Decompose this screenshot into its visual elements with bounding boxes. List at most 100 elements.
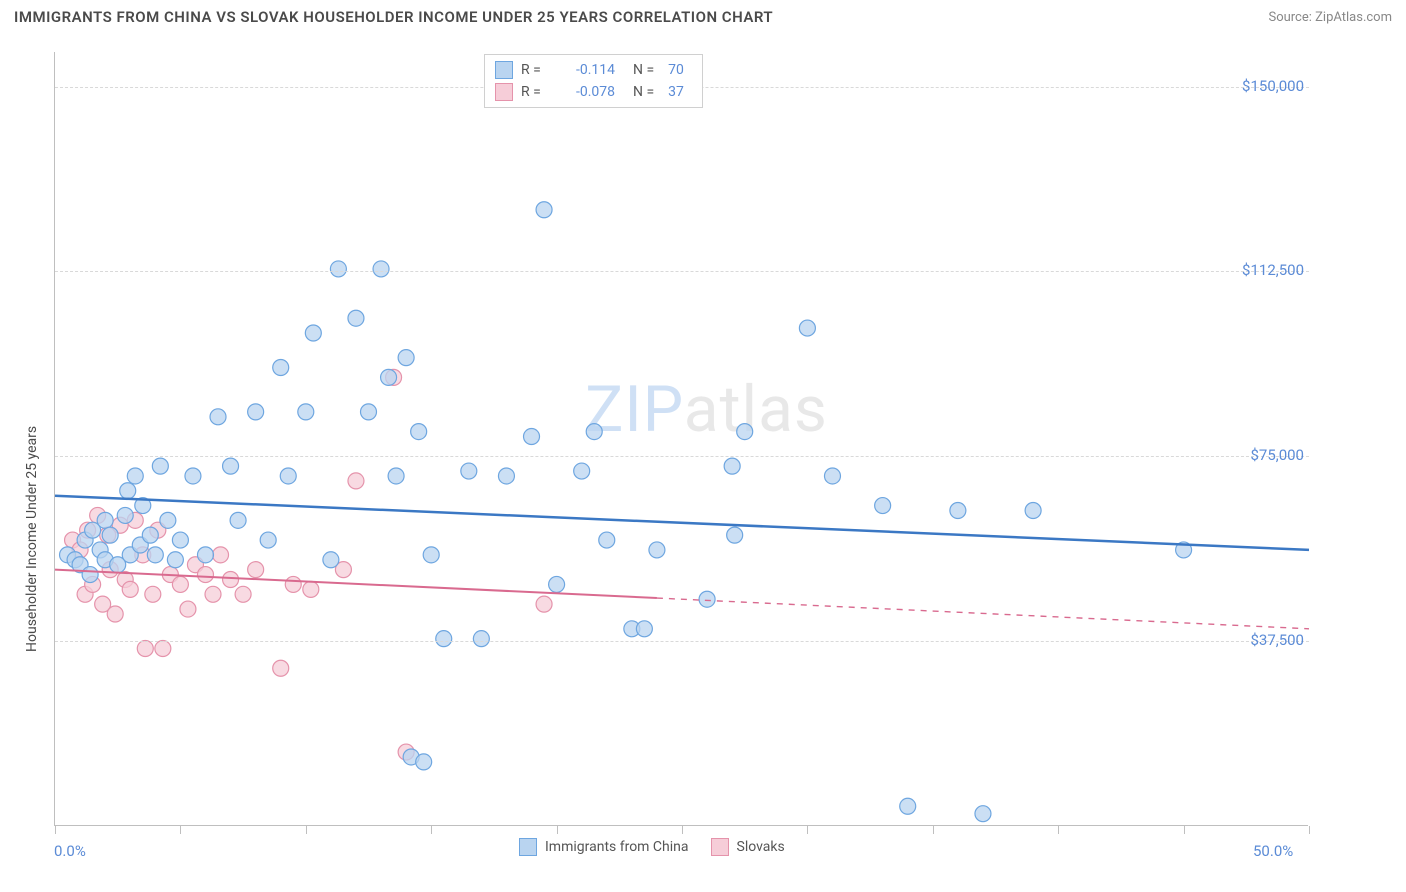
x-tick [1058,826,1059,834]
data-point [167,552,183,568]
data-point [147,547,163,563]
data-point [473,631,489,647]
plot-region: ZIPatlas $37,500$75,000$112,500$150,000 [54,52,1308,826]
data-point [416,754,432,770]
data-point [155,641,171,657]
gridline [55,456,1309,457]
n-value-slovaks: 37 [668,84,692,100]
data-point [361,404,377,420]
data-point [117,507,133,523]
data-point [298,404,314,420]
data-point [536,202,552,218]
data-point [248,404,264,420]
data-point [82,567,98,583]
data-point [145,586,161,602]
gridline [55,641,1309,642]
data-point [636,621,652,637]
data-point [260,532,276,548]
swatch-slovaks [495,83,513,101]
x-tick [55,826,56,834]
gridline [55,271,1309,272]
data-point [398,350,414,366]
data-point [536,596,552,612]
source-attribution: Source: ZipAtlas.com [1268,10,1392,25]
x-tick [306,826,307,834]
data-point [824,468,840,484]
data-point [649,542,665,558]
y-axis-label: Householder Income Under 25 years [24,426,40,652]
data-point [273,660,289,676]
data-point [197,567,213,583]
data-point [330,261,346,277]
data-point [950,502,966,518]
data-point [524,429,540,445]
data-point [223,458,239,474]
data-point [180,601,196,617]
data-point [142,527,158,543]
data-point [975,806,991,822]
legend-row-china: R = -0.114 N = 70 [495,59,692,81]
source-label: Source: [1268,10,1315,25]
data-point [172,532,188,548]
legend-label-china: Immigrants from China [545,839,689,855]
data-point [120,483,136,499]
x-tick [933,826,934,834]
data-point [185,468,201,484]
swatch-china [495,61,513,79]
chart-title: IMMIGRANTS FROM CHINA VS SLOVAK HOUSEHOL… [14,8,773,26]
data-point [210,409,226,425]
data-point [205,586,221,602]
data-point [285,576,301,592]
legend-item-china: Immigrants from China [519,838,689,856]
data-point [900,798,916,814]
n-label: N = [633,62,654,78]
x-axis-max-label: 50.0% [1253,842,1293,860]
data-point [197,547,213,563]
legend-row-slovaks: R = -0.078 N = 37 [495,81,692,103]
y-tick-label: $150,000 [1224,77,1304,95]
data-point [737,424,753,440]
n-label: N = [633,84,654,100]
data-point [305,325,321,341]
r-value-slovaks: -0.078 [557,84,615,100]
correlation-legend: R = -0.114 N = 70 R = -0.078 N = 37 [484,54,703,108]
data-point [1025,502,1041,518]
r-label: R = [521,84,549,100]
data-point [724,458,740,474]
r-value-china: -0.114 [557,62,615,78]
data-point [172,576,188,592]
data-point [323,552,339,568]
data-point [303,581,319,597]
data-point [213,547,229,563]
data-point [599,532,615,548]
source-name: ZipAtlas.com [1315,10,1392,25]
data-point [549,576,565,592]
data-point [152,458,168,474]
data-point [160,512,176,528]
data-point [273,360,289,376]
x-tick [431,826,432,834]
data-point [280,468,296,484]
data-point [498,468,514,484]
legend-label-slovaks: Slovaks [737,839,785,855]
r-label: R = [521,62,549,78]
y-tick-label: $112,500 [1224,261,1304,279]
x-tick [557,826,558,834]
data-point [388,468,404,484]
x-tick [807,826,808,834]
regression-line-extrapolated [657,598,1309,629]
data-point [97,512,113,528]
data-point [411,424,427,440]
data-point [574,463,590,479]
data-point [423,547,439,563]
data-point [461,463,477,479]
data-point [348,310,364,326]
data-point [373,261,389,277]
data-point [102,527,118,543]
data-point [248,562,264,578]
x-tick [180,826,181,834]
data-point [122,581,138,597]
data-point [699,591,715,607]
series-legend: Immigrants from China Slovaks [519,838,785,856]
data-point [436,631,452,647]
